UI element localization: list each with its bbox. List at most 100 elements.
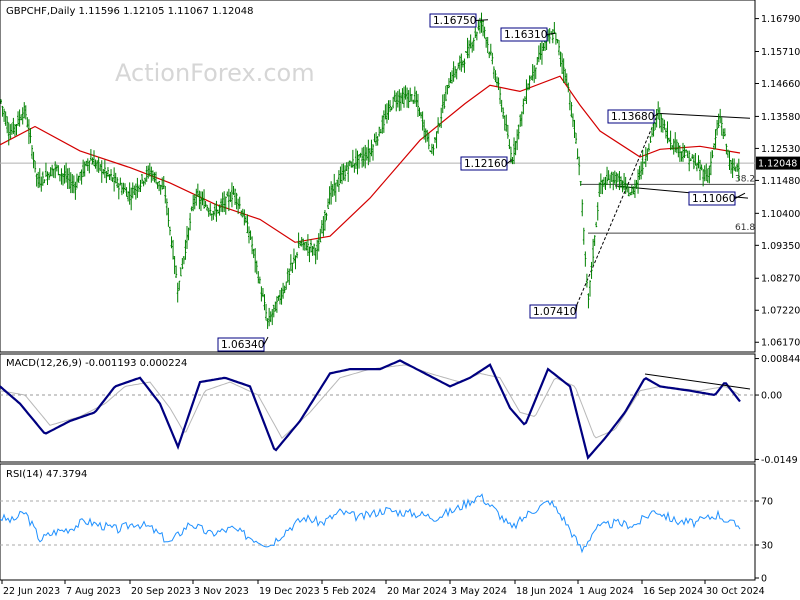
price-level-annotation: 1.07410 bbox=[529, 304, 578, 319]
ohlc-bar bbox=[23, 102, 26, 119]
ohlc-bar bbox=[175, 265, 178, 278]
ohlc-bar bbox=[244, 216, 247, 224]
ohlc-bar bbox=[330, 181, 333, 205]
ohlc-bar bbox=[409, 87, 412, 103]
ohlc-bar bbox=[661, 118, 664, 133]
ohlc-bar bbox=[89, 149, 92, 161]
ohlc-bar bbox=[499, 87, 502, 105]
ohlc-bar bbox=[525, 79, 528, 104]
ohlc-bar bbox=[392, 96, 395, 109]
ohlc-bar bbox=[110, 169, 113, 181]
ohlc-bar bbox=[364, 144, 367, 169]
ohlc-bar bbox=[286, 268, 289, 283]
ohlc-bar bbox=[217, 209, 219, 214]
price-y-tick-label: 1.15710 bbox=[761, 47, 800, 58]
ohlc-bar bbox=[725, 143, 728, 155]
ohlc-bar bbox=[564, 68, 567, 83]
ohlc-bar bbox=[7, 122, 10, 146]
ohlc-bar bbox=[399, 92, 402, 111]
ohlc-bar bbox=[609, 174, 612, 189]
ohlc-bar bbox=[218, 204, 221, 216]
ohlc-bar bbox=[288, 268, 291, 286]
ohlc-bar bbox=[685, 149, 688, 153]
ohlc-bar bbox=[578, 156, 581, 176]
ohlc-bar bbox=[393, 90, 396, 102]
ohlc-bar bbox=[296, 251, 299, 259]
ohlc-bar bbox=[186, 225, 188, 250]
ohlc-bar bbox=[26, 117, 29, 128]
ohlc-bar bbox=[528, 75, 531, 90]
ohlc-bar bbox=[322, 216, 325, 237]
ohlc-bar bbox=[151, 170, 154, 181]
ohlc-bar bbox=[441, 94, 444, 114]
ohlc-bar bbox=[314, 247, 317, 265]
ohlc-bar bbox=[516, 129, 519, 151]
price-level-label: 1.07410 bbox=[533, 306, 576, 318]
rally-trendline bbox=[576, 113, 659, 305]
ohlc-bar bbox=[137, 185, 140, 193]
ohlc-bar bbox=[502, 107, 505, 119]
ohlc-bar bbox=[356, 150, 359, 175]
ohlc-bar bbox=[172, 239, 175, 260]
ohlc-bar bbox=[559, 51, 562, 67]
ohlc-bar bbox=[302, 238, 305, 251]
ohlc-bar bbox=[672, 138, 675, 155]
ohlc-bar bbox=[328, 186, 331, 205]
ohlc-bar bbox=[257, 271, 260, 284]
ohlc-bar bbox=[365, 147, 368, 161]
ohlc-bar bbox=[556, 39, 559, 44]
fibonacci-levels: 38.2 61.8 bbox=[580, 174, 755, 234]
fib-38-2-label: 38.2 bbox=[735, 174, 755, 184]
ohlc-bar bbox=[342, 163, 345, 181]
ohlc-bar bbox=[451, 70, 454, 84]
ohlc-bar bbox=[688, 150, 691, 172]
ohlc-bar bbox=[86, 158, 89, 171]
ohlc-bar bbox=[337, 170, 340, 192]
x-axis: 22 Jun 2023 7 Aug 2023 20 Sep 2023 3 Nov 20… bbox=[1, 580, 765, 597]
ohlc-bar bbox=[590, 261, 593, 279]
ohlc-bar bbox=[485, 37, 488, 48]
ohlc-bar bbox=[595, 221, 598, 228]
ohlc-bar bbox=[165, 198, 168, 216]
ohlc-bar bbox=[213, 203, 216, 216]
ohlc-bar bbox=[649, 136, 652, 143]
current-price-label: 1.12048 bbox=[758, 159, 797, 170]
ohlc-bar bbox=[144, 177, 147, 185]
rsi-y-tick-label: 70 bbox=[761, 497, 773, 508]
ohlc-bar bbox=[43, 179, 46, 184]
ohlc-bar bbox=[570, 102, 573, 118]
ohlc-bar bbox=[199, 191, 202, 211]
price-title: GBPCHF,Daily 1.11596 1.12105 1.11067 1.1… bbox=[6, 6, 254, 17]
x-tick-label: 18 Jun 2024 bbox=[516, 586, 573, 597]
ohlc-bar bbox=[623, 173, 626, 191]
price-y-tick-label: 1.10400 bbox=[761, 209, 800, 220]
ohlc-bar bbox=[353, 163, 356, 173]
ohlc-bar bbox=[55, 164, 58, 172]
ohlc-bar bbox=[618, 171, 621, 191]
ohlc-bar bbox=[106, 167, 109, 178]
ohlc-bar bbox=[361, 147, 364, 168]
ohlc-bar bbox=[94, 159, 97, 169]
ohlc-bar bbox=[573, 119, 576, 139]
price-level-annotation: 1.16310 bbox=[500, 27, 556, 42]
ohlc-bar bbox=[305, 241, 308, 251]
ohlc-bar bbox=[260, 286, 263, 302]
upper-channel-line bbox=[657, 112, 751, 119]
ohlc-bar bbox=[323, 209, 326, 231]
ohlc-bar bbox=[12, 117, 15, 135]
ohlc-bar bbox=[733, 158, 736, 171]
ohlc-bar bbox=[646, 148, 649, 161]
ohlc-bar bbox=[480, 12, 483, 33]
ohlc-bar bbox=[32, 151, 35, 169]
ohlc-bar bbox=[190, 206, 193, 212]
ohlc-bar bbox=[689, 158, 692, 162]
ohlc-bar bbox=[212, 210, 215, 220]
ohlc-bar bbox=[553, 22, 556, 34]
x-tick-label: 22 Jun 2023 bbox=[3, 586, 60, 597]
ohlc-bar bbox=[575, 132, 578, 144]
ohlc-bar bbox=[226, 191, 229, 197]
ohlc-bar bbox=[347, 161, 350, 182]
ohlc-bar bbox=[420, 112, 423, 119]
ohlc-bar bbox=[207, 207, 210, 217]
ohlc-bar bbox=[633, 179, 636, 198]
